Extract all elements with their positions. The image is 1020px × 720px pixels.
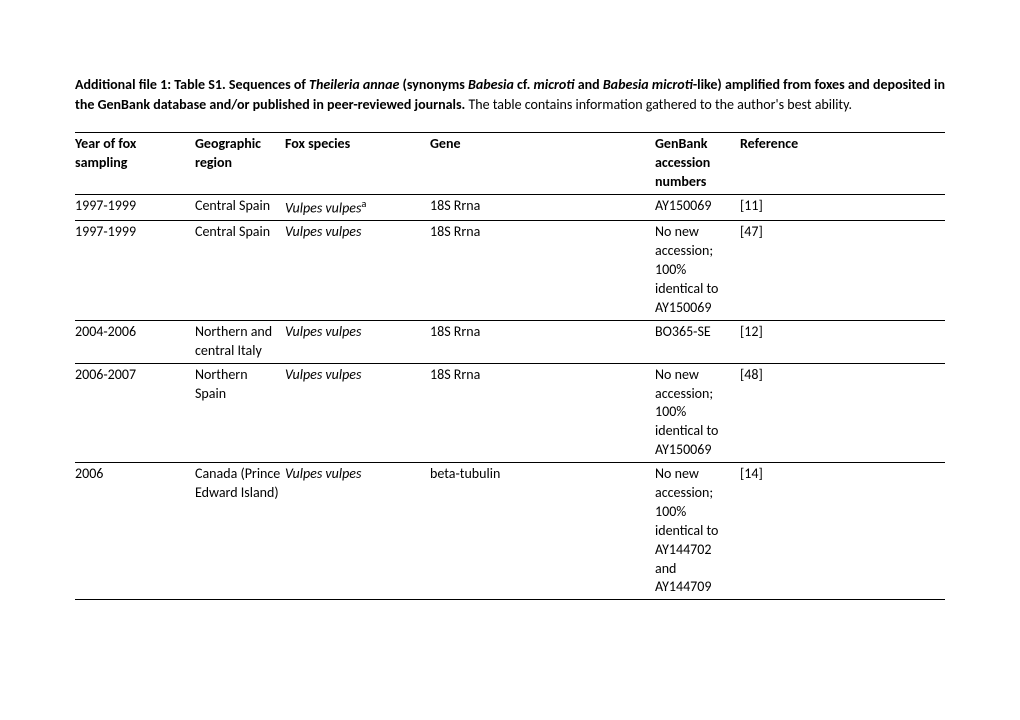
cell-gene: 18S Rrna (430, 194, 655, 221)
cell-accession: No new accession; 100% identical to AY14… (655, 463, 740, 600)
cell-accession: BO365-SE (655, 320, 740, 363)
cell-reference: [12] (740, 320, 945, 363)
cell-year: 2006 (75, 463, 195, 600)
cell-year: 2004-2006 (75, 320, 195, 363)
cell-year: 1997-1999 (75, 194, 195, 221)
cell-reference: [14] (740, 463, 945, 600)
table-row: 1997-1999Central SpainVulpes vulpes18S R… (75, 221, 945, 320)
cell-region: Northern and central Italy (195, 320, 285, 363)
header-region: Geographic region (195, 133, 285, 195)
cell-year: 2006-2007 (75, 363, 195, 462)
cell-region: Northern Spain (195, 363, 285, 462)
data-table: Year of fox sampling Geographic region F… (75, 132, 945, 600)
table-row: 2004-2006Northern and central ItalyVulpe… (75, 320, 945, 363)
cell-region: Central Spain (195, 221, 285, 320)
cell-year: 1997-1999 (75, 221, 195, 320)
table-header-row: Year of fox sampling Geographic region F… (75, 133, 945, 195)
cell-species: Vulpes vulpes (285, 320, 430, 363)
cell-accession: AY150069 (655, 194, 740, 221)
table-row: 1997-1999Central SpainVulpes vulpesa18S … (75, 194, 945, 221)
cell-gene: beta-tubulin (430, 463, 655, 600)
header-accession: GenBank accession numbers (655, 133, 740, 195)
cell-reference: [11] (740, 194, 945, 221)
cell-reference: [48] (740, 363, 945, 462)
cell-species: Vulpes vulpes (285, 463, 430, 600)
cell-species: Vulpes vulpes (285, 221, 430, 320)
cell-species: Vulpes vulpesa (285, 194, 430, 221)
header-gene: Gene (430, 133, 655, 195)
table-caption: Additional file 1: Table S1. Sequences o… (75, 75, 945, 114)
table-row: 2006-2007Northern SpainVulpes vulpes18S … (75, 363, 945, 462)
cell-species: Vulpes vulpes (285, 363, 430, 462)
table-row: 2006Canada (Prince Edward Island)Vulpes … (75, 463, 945, 600)
header-reference: Reference (740, 133, 945, 195)
cell-region: Canada (Prince Edward Island) (195, 463, 285, 600)
cell-reference: [47] (740, 221, 945, 320)
header-year: Year of fox sampling (75, 133, 195, 195)
cell-gene: 18S Rrna (430, 363, 655, 462)
cell-accession: No new accession; 100% identical to AY15… (655, 363, 740, 462)
header-species: Fox species (285, 133, 430, 195)
cell-gene: 18S Rrna (430, 221, 655, 320)
cell-gene: 18S Rrna (430, 320, 655, 363)
cell-accession: No new accession; 100% identical to AY15… (655, 221, 740, 320)
cell-region: Central Spain (195, 194, 285, 221)
